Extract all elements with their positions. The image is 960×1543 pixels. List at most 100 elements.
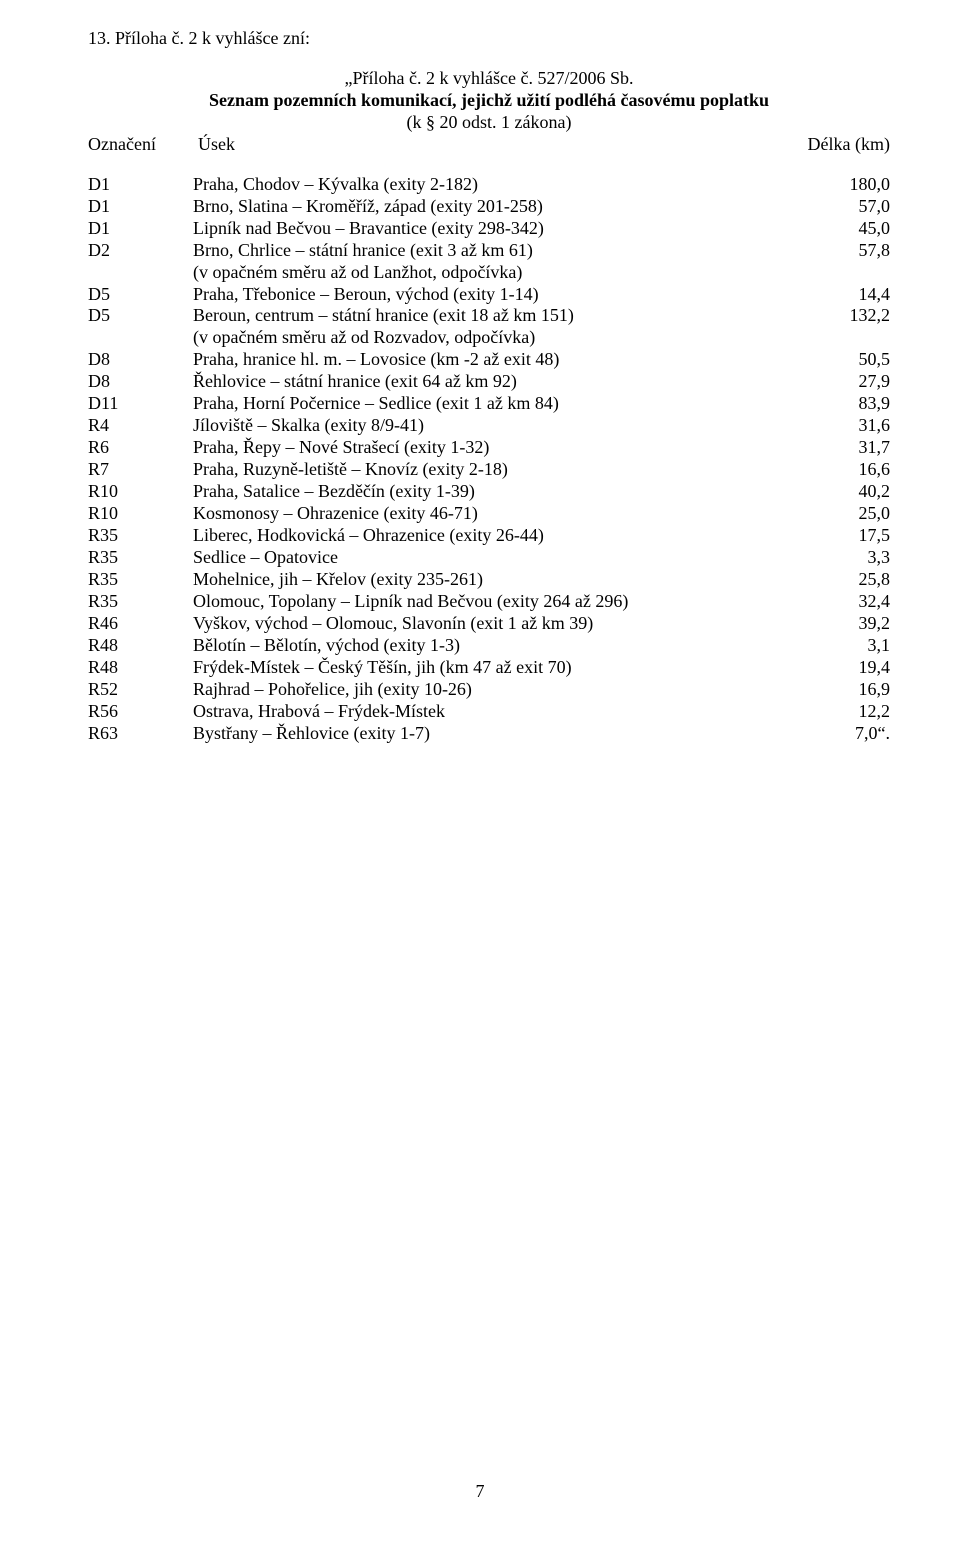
cell-code: D2 (88, 240, 193, 262)
cell-value: 16,6 (810, 459, 890, 481)
cell-value (810, 327, 890, 349)
cell-desc: Praha, Satalice – Bezděčín (exity 1-39) (193, 481, 810, 503)
cell-value: 17,5 (810, 525, 890, 547)
cell-desc: Praha, Horní Počernice – Sedlice (exit 1… (193, 393, 810, 415)
table-row: (v opačném směru až od Lanžhot, odpočívk… (88, 262, 890, 284)
table-row: D5Beroun, centrum – státní hranice (exit… (88, 305, 890, 327)
cell-value: 83,9 (810, 393, 890, 415)
table-row: D1Praha, Chodov – Kývalka (exity 2-182)1… (88, 174, 890, 196)
cell-desc: (v opačném směru až od Rozvadov, odpočív… (193, 327, 810, 349)
cell-code: D5 (88, 305, 193, 327)
cell-code: D5 (88, 284, 193, 306)
table-row: R56Ostrava, Hrabová – Frýdek-Místek12,2 (88, 701, 890, 723)
cell-code: R46 (88, 613, 193, 635)
cell-value: 132,2 (810, 305, 890, 327)
cell-code: D8 (88, 349, 193, 371)
cell-value: 32,4 (810, 591, 890, 613)
cell-code: R48 (88, 657, 193, 679)
table-row: R7Praha, Ruzyně-letiště – Knovíz (exity … (88, 459, 890, 481)
table-row: R4Jíloviště – Skalka (exity 8/9-41)31,6 (88, 415, 890, 437)
cell-code: R35 (88, 569, 193, 591)
table-row: R48Bělotín – Bělotín, východ (exity 1-3)… (88, 635, 890, 657)
cell-desc: Praha, Řepy – Nové Strašecí (exity 1-32) (193, 437, 810, 459)
cell-desc: Mohelnice, jih – Křelov (exity 235-261) (193, 569, 810, 591)
cell-value: 31,6 (810, 415, 890, 437)
cell-code: R35 (88, 525, 193, 547)
table-row: R35Mohelnice, jih – Křelov (exity 235-26… (88, 569, 890, 591)
cell-value: 25,8 (810, 569, 890, 591)
page-number: 7 (0, 1481, 960, 1503)
table-row: D2Brno, Chrlice – státní hranice (exit 3… (88, 240, 890, 262)
quote-title: „Příloha č. 2 k vyhlášce č. 527/2006 Sb. (88, 68, 890, 90)
cell-code: R4 (88, 415, 193, 437)
cell-desc: Praha, Chodov – Kývalka (exity 2-182) (193, 174, 810, 196)
cell-desc: Praha, Ruzyně-letiště – Knovíz (exity 2-… (193, 459, 810, 481)
cell-desc: Rajhrad – Pohořelice, jih (exity 10-26) (193, 679, 810, 701)
cell-code: R35 (88, 591, 193, 613)
cell-desc: Liberec, Hodkovická – Ohrazenice (exity … (193, 525, 810, 547)
seznam-title: Seznam pozemních komunikací, jejichž uži… (88, 90, 890, 112)
cell-code: D8 (88, 371, 193, 393)
cell-value: 40,2 (810, 481, 890, 503)
table-row: R35Sedlice – Opatovice3,3 (88, 547, 890, 569)
k-line: (k § 20 odst. 1 zákona) (88, 112, 890, 134)
cell-desc: Bystřany – Řehlovice (exity 1-7) (193, 723, 810, 745)
table-row: R52Rajhrad – Pohořelice, jih (exity 10-2… (88, 679, 890, 701)
header-delka: Délka (km) (808, 134, 890, 156)
cell-value: 57,0 (810, 196, 890, 218)
table-header: Označení Úsek Délka (km) (88, 134, 890, 156)
cell-desc: (v opačném směru až od Lanžhot, odpočívk… (193, 262, 810, 284)
cell-desc: Brno, Slatina – Kroměříž, západ (exity 2… (193, 196, 810, 218)
cell-value: 14,4 (810, 284, 890, 306)
header-usek: Úsek (198, 134, 288, 156)
cell-code (88, 262, 193, 284)
cell-desc: Praha, hranice hl. m. – Lovosice (km -2 … (193, 349, 810, 371)
cell-code: D1 (88, 174, 193, 196)
cell-desc: Brno, Chrlice – státní hranice (exit 3 a… (193, 240, 810, 262)
cell-value: 3,3 (810, 547, 890, 569)
header-oznaceni: Označení (88, 134, 198, 156)
cell-value: 16,9 (810, 679, 890, 701)
cell-code: R63 (88, 723, 193, 745)
cell-code: R48 (88, 635, 193, 657)
document-page: 13. Příloha č. 2 k vyhlášce zní: „Příloh… (0, 0, 960, 1543)
table-row: R48Frýdek-Místek – Český Těšín, jih (km … (88, 657, 890, 679)
cell-code: R6 (88, 437, 193, 459)
cell-value: 7,0“. (810, 723, 890, 745)
cell-desc: Olomouc, Topolany – Lipník nad Bečvou (e… (193, 591, 810, 613)
table-row: R46Vyškov, východ – Olomouc, Slavonín (e… (88, 613, 890, 635)
cell-code: D1 (88, 218, 193, 240)
cell-desc: Beroun, centrum – státní hranice (exit 1… (193, 305, 810, 327)
table-row: R35Liberec, Hodkovická – Ohrazenice (exi… (88, 525, 890, 547)
table-row: R6Praha, Řepy – Nové Strašecí (exity 1-3… (88, 437, 890, 459)
cell-desc: Jíloviště – Skalka (exity 8/9-41) (193, 415, 810, 437)
table-row: D11Praha, Horní Počernice – Sedlice (exi… (88, 393, 890, 415)
cell-code: R56 (88, 701, 193, 723)
cell-desc: Ostrava, Hrabová – Frýdek-Místek (193, 701, 810, 723)
cell-value: 50,5 (810, 349, 890, 371)
data-table: D1Praha, Chodov – Kývalka (exity 2-182) 1… (88, 174, 890, 745)
cell-code (88, 327, 193, 349)
table-row: R10Praha, Satalice – Bezděčín (exity 1-3… (88, 481, 890, 503)
table-row: D8Řehlovice – státní hranice (exit 64 až… (88, 371, 890, 393)
cell-value: 25,0 (810, 503, 890, 525)
cell-value: 39,2 (810, 613, 890, 635)
cell-desc: Bělotín – Bělotín, východ (exity 1-3) (193, 635, 810, 657)
cell-code: R7 (88, 459, 193, 481)
cell-desc: Vyškov, východ – Olomouc, Slavonín (exit… (193, 613, 810, 635)
cell-desc: Kosmonosy – Ohrazenice (exity 46-71) (193, 503, 810, 525)
cell-value (810, 262, 890, 284)
table-row: R63Bystřany – Řehlovice (exity 1-7)7,0“. (88, 723, 890, 745)
cell-desc: Lipník nad Bečvou – Bravantice (exity 29… (193, 218, 810, 240)
cell-value: 19,4 (810, 657, 890, 679)
cell-desc: Sedlice – Opatovice (193, 547, 810, 569)
table-row: (v opačném směru až od Rozvadov, odpočív… (88, 327, 890, 349)
table-row: R35Olomouc, Topolany – Lipník nad Bečvou… (88, 591, 890, 613)
table-row: D1Brno, Slatina – Kroměříž, západ (exity… (88, 196, 890, 218)
cell-value: 31,7 (810, 437, 890, 459)
cell-code: R35 (88, 547, 193, 569)
cell-code: R52 (88, 679, 193, 701)
cell-desc: Řehlovice – státní hranice (exit 64 až k… (193, 371, 810, 393)
cell-value: 12,2 (810, 701, 890, 723)
cell-value: 57,8 (810, 240, 890, 262)
